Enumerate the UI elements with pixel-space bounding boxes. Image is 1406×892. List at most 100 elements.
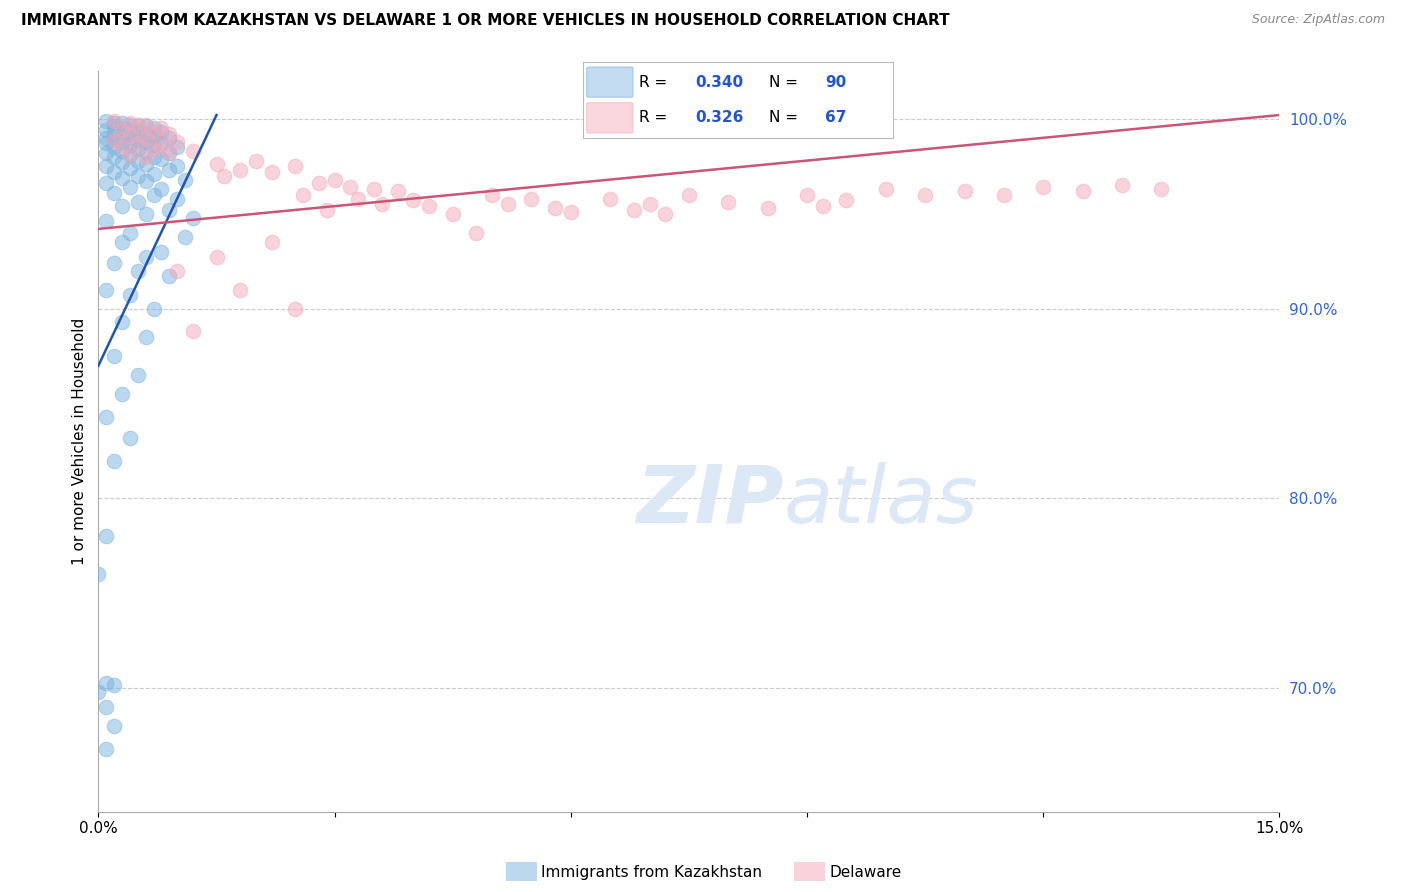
Point — [481, 187, 503, 202]
Point — [142, 187, 165, 202]
Point — [756, 201, 779, 215]
Point — [174, 229, 197, 244]
Point — [118, 118, 141, 132]
Point — [347, 192, 370, 206]
Point — [214, 169, 236, 183]
Point — [157, 163, 180, 178]
Point — [245, 153, 267, 168]
Point — [157, 127, 180, 141]
Point — [150, 121, 173, 136]
Text: ZIP: ZIP — [636, 462, 783, 540]
Point — [914, 187, 936, 202]
Point — [127, 118, 149, 132]
Text: N =: N = — [769, 75, 803, 90]
Point — [111, 235, 134, 250]
Point — [111, 315, 134, 329]
Point — [150, 125, 173, 139]
Point — [127, 133, 149, 147]
Point — [103, 127, 125, 141]
Point — [111, 144, 134, 158]
Point — [496, 197, 519, 211]
Point — [796, 187, 818, 202]
Point — [96, 130, 118, 145]
Text: 90: 90 — [825, 75, 846, 90]
Point — [96, 700, 118, 714]
Point — [142, 128, 165, 143]
Point — [181, 144, 204, 158]
Text: 0.340: 0.340 — [695, 75, 742, 90]
Text: R =: R = — [640, 75, 672, 90]
Point — [993, 187, 1015, 202]
Point — [418, 199, 440, 213]
Point — [174, 172, 197, 186]
Point — [96, 529, 118, 543]
Point — [118, 128, 141, 143]
Text: N =: N = — [769, 111, 803, 125]
Point — [118, 148, 141, 162]
Point — [150, 182, 173, 196]
Point — [953, 184, 976, 198]
Point — [339, 180, 361, 194]
Point — [150, 152, 173, 166]
Point — [166, 263, 188, 277]
Point — [111, 199, 134, 213]
Point — [284, 301, 307, 316]
Point — [166, 192, 188, 206]
FancyBboxPatch shape — [586, 103, 633, 133]
Point — [135, 251, 157, 265]
Point — [103, 349, 125, 363]
Point — [127, 153, 149, 168]
Point — [103, 140, 125, 154]
Point — [103, 133, 125, 147]
Point — [150, 244, 173, 259]
Point — [135, 157, 157, 171]
Point — [181, 325, 204, 339]
Point — [103, 115, 125, 129]
Point — [118, 180, 141, 194]
Text: 0.326: 0.326 — [695, 111, 744, 125]
Text: Immigrants from Kazakhstan: Immigrants from Kazakhstan — [541, 865, 762, 880]
Point — [127, 169, 149, 183]
Point — [142, 125, 165, 139]
Point — [229, 163, 252, 178]
Point — [103, 256, 125, 270]
Point — [118, 431, 141, 445]
Point — [402, 194, 425, 208]
Point — [678, 187, 700, 202]
Point — [1071, 184, 1094, 198]
Text: atlas: atlas — [783, 462, 979, 540]
Point — [315, 202, 337, 217]
Point — [638, 197, 661, 211]
Point — [1150, 182, 1173, 196]
Point — [111, 121, 134, 136]
Point — [157, 269, 180, 284]
Point — [103, 113, 125, 128]
Point — [623, 202, 645, 217]
Point — [520, 192, 543, 206]
Point — [371, 197, 394, 211]
Point — [87, 685, 110, 699]
Point — [111, 170, 134, 185]
Point — [111, 115, 134, 129]
Point — [118, 148, 141, 162]
Point — [142, 167, 165, 181]
Point — [127, 263, 149, 277]
Point — [166, 159, 188, 173]
Point — [308, 177, 330, 191]
Point — [157, 130, 180, 145]
Point — [654, 207, 676, 221]
Point — [127, 368, 149, 383]
Point — [118, 130, 141, 145]
Point — [127, 125, 149, 139]
Point — [150, 138, 173, 153]
Point — [142, 150, 165, 164]
Point — [284, 159, 307, 173]
Point — [111, 140, 134, 154]
Point — [103, 133, 125, 147]
Point — [142, 121, 165, 136]
Point — [96, 146, 118, 161]
Point — [96, 675, 118, 690]
Point — [96, 409, 118, 424]
Text: Delaware: Delaware — [830, 865, 901, 880]
Point — [118, 226, 141, 240]
